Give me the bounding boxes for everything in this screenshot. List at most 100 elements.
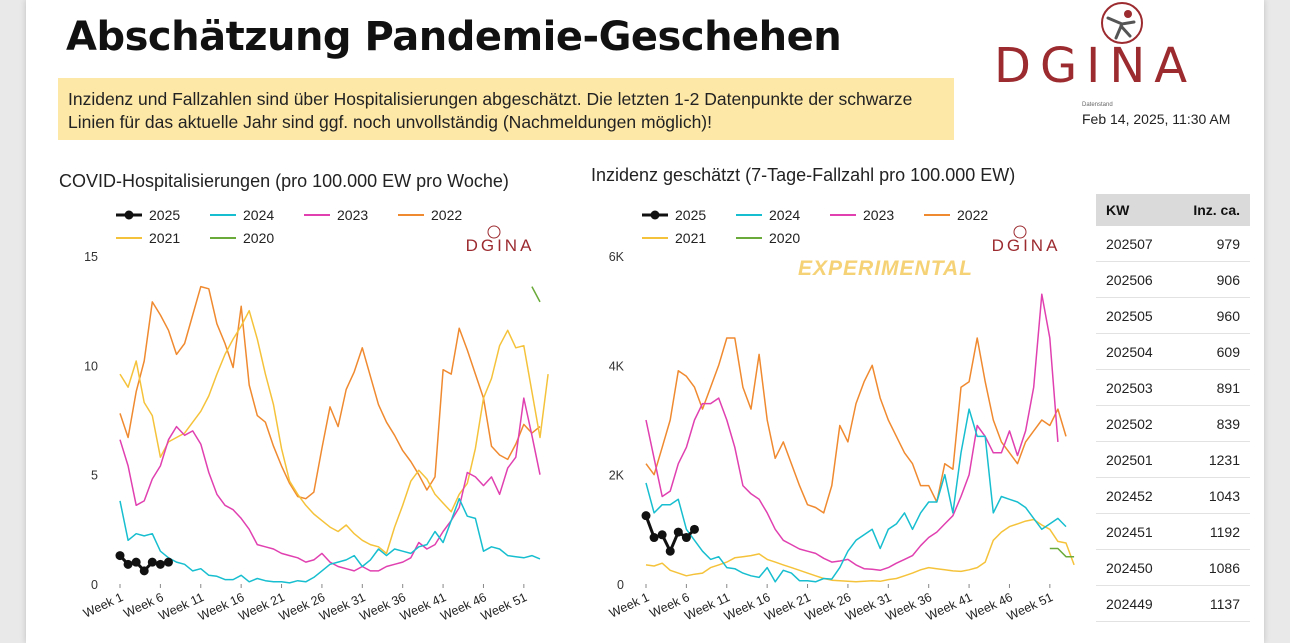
- legend-item-2020: 2020: [736, 230, 800, 246]
- series-line-2024: [645, 408, 1067, 583]
- table-cell-inz: 979: [1173, 226, 1250, 262]
- legend-label: 2024: [243, 207, 274, 223]
- table-header-kw: KW: [1096, 194, 1174, 226]
- data-point-2025: [123, 559, 133, 569]
- y-tick-label: 2K: [609, 469, 625, 483]
- x-tick-label: Week 51: [1005, 590, 1055, 623]
- incidence-chart-title: Inzidenz geschätzt (7-Tage-Fallzahl pro …: [591, 165, 1016, 185]
- incidence-chart: 2025 2024 2023 2022 2021 2020 DGINA EXPERIMENTA…: [607, 207, 1075, 623]
- table-cell-kw: 202505: [1096, 297, 1174, 334]
- table-cell-kw: 202504: [1096, 333, 1174, 370]
- dgina-logo: DGINA: [994, 0, 1244, 94]
- table-row: 202451 1192: [1096, 513, 1250, 550]
- chart-watermark: DGINA: [992, 225, 1061, 255]
- legend-item-2023: 2023: [830, 207, 894, 223]
- series-line-2024: [119, 497, 541, 584]
- series-line-2022: [645, 337, 1067, 514]
- table-row: 202507 979: [1096, 226, 1250, 262]
- legend-label: 2022: [431, 207, 462, 223]
- hosp-chart-title: COVID-Hospitalisierungen (pro 100.000 EW…: [59, 171, 509, 191]
- table-row: 202505 960: [1096, 297, 1250, 334]
- y-tick-label: 5: [91, 469, 98, 483]
- dashboard-page: Abschätzung Pandemie-Geschehen Inzidenz …: [26, 0, 1264, 643]
- table-cell-inz: 906: [1173, 261, 1250, 298]
- series-line-2023: [645, 293, 1059, 572]
- table-cell-kw: 202449: [1096, 585, 1174, 622]
- series-line-2021: [645, 518, 1075, 583]
- table-cell-inz: 1043: [1173, 477, 1250, 514]
- legend-label: 2025: [675, 207, 706, 223]
- table-cell-kw: 202450: [1096, 549, 1174, 586]
- table-header-inz: Inz. ca.: [1173, 194, 1250, 226]
- legend-item-2022: 2022: [398, 207, 462, 223]
- data-point-2025: [147, 557, 157, 567]
- table-cell-kw: 202451: [1096, 513, 1174, 550]
- table-cell-inz: 609: [1173, 333, 1250, 370]
- legend-item-2021: 2021: [642, 230, 706, 246]
- data-point-2025: [131, 557, 141, 567]
- legend-marker: [650, 210, 660, 220]
- data-point-2025: [657, 530, 667, 540]
- table-cell-inz: 1192: [1173, 513, 1250, 550]
- hospitalization-chart: 2025 2024 2023 2022 2021 2020 DGINA 0 5 10 15 Week …: [81, 207, 549, 623]
- incidence-table: KW Inz. ca. 202507 979 202506 906 202505 960 2…: [1096, 194, 1250, 622]
- legend-label: 2024: [769, 207, 800, 223]
- table-cell-inz: 1231: [1173, 441, 1250, 478]
- y-tick-label: 10: [84, 359, 98, 373]
- data-point-2025: [689, 524, 699, 534]
- legend-label: 2023: [863, 207, 894, 223]
- legend-item-2021: 2021: [116, 230, 180, 246]
- table-cell-inz: 1137: [1173, 585, 1250, 622]
- table-cell-kw: 202501: [1096, 441, 1174, 478]
- watermark-text: DGINA: [992, 236, 1061, 255]
- watermark-emblem-icon: [1013, 225, 1027, 239]
- data-point-2025: [681, 533, 691, 543]
- table-row: 202504 609: [1096, 333, 1250, 370]
- table-row: 202452 1043: [1096, 477, 1250, 514]
- logo-text: DGINA: [994, 38, 1197, 94]
- data-point-2025: [641, 511, 651, 521]
- y-tick-label: 15: [84, 250, 98, 264]
- table-cell-kw: 202506: [1096, 261, 1174, 298]
- datestand-value: Feb 14, 2025, 11:30 AM: [1082, 111, 1231, 127]
- data-point-2025: [115, 551, 125, 561]
- table-cell-kw: 202502: [1096, 405, 1174, 442]
- table-cell-inz: 960: [1173, 297, 1250, 334]
- legend-item-2024: 2024: [736, 207, 800, 223]
- watermark-text: DGINA: [466, 236, 535, 255]
- table-row: 202450 1086: [1096, 549, 1250, 586]
- legend-label: 2020: [769, 230, 800, 246]
- series-line-2020: [1049, 547, 1075, 558]
- legend-item-2024: 2024: [210, 207, 274, 223]
- table-cell-inz: 891: [1173, 369, 1250, 406]
- y-tick-label: 0: [617, 578, 624, 592]
- table-cell-inz: 839: [1173, 405, 1250, 442]
- chart-watermark: DGINA: [466, 225, 535, 255]
- table-header-row: KW Inz. ca.: [1096, 194, 1250, 226]
- legend-label: 2020: [243, 230, 274, 246]
- table-cell-kw: 202452: [1096, 477, 1174, 514]
- legend-item-2025: 2025: [116, 207, 180, 223]
- legend-label: 2023: [337, 207, 368, 223]
- table-cell-inz: 1086: [1173, 549, 1250, 586]
- data-point-2025: [649, 533, 659, 543]
- legend-label: 2021: [149, 230, 180, 246]
- legend-label: 2025: [149, 207, 180, 223]
- experimental-label: EXPERIMENTAL: [798, 257, 973, 280]
- y-tick-label: 4K: [609, 359, 625, 373]
- table-cell-kw: 202503: [1096, 369, 1174, 406]
- y-tick-label: 6K: [609, 250, 625, 264]
- legend-item-2022: 2022: [924, 207, 988, 223]
- notice-box: Inzidenz und Fallzahlen sind über Hospit…: [58, 78, 954, 140]
- datestand-label: Datenstand: [1082, 102, 1113, 108]
- y-tick-label: 0: [91, 578, 98, 592]
- series-line-2020: [531, 286, 541, 303]
- dgina-emblem-icon: [1101, 2, 1143, 44]
- x-tick-label: Week 1: [607, 590, 651, 621]
- data-point-2025: [673, 527, 683, 537]
- series-line-2023: [119, 397, 541, 572]
- x-tick-label: Week 51: [479, 590, 529, 623]
- data-point-2025: [163, 557, 173, 567]
- table-cell-kw: 202507: [1096, 226, 1174, 262]
- legend-label: 2022: [957, 207, 988, 223]
